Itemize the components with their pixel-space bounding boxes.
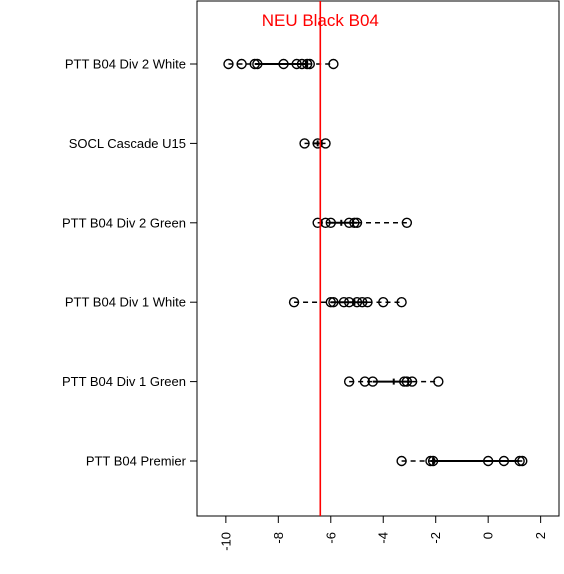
data-point — [498, 455, 510, 467]
data-point — [482, 455, 494, 467]
data-point — [252, 58, 263, 70]
data-point — [325, 297, 336, 308]
data-point — [367, 376, 378, 387]
data-point — [427, 455, 439, 467]
data-point — [401, 217, 413, 229]
series-layer — [223, 58, 528, 467]
category-label: SOCL Cascade U15 — [69, 136, 186, 151]
data-point — [517, 455, 528, 467]
data-point — [325, 217, 336, 229]
data-point — [359, 376, 371, 387]
x-tick-label: -2 — [428, 532, 443, 544]
data-point — [312, 138, 323, 149]
series-row — [299, 138, 331, 149]
reference-layer: NEU Black B04 — [262, 1, 379, 516]
data-point — [399, 376, 410, 387]
data-point — [351, 297, 363, 308]
series-row — [396, 455, 528, 467]
data-point — [396, 297, 407, 308]
data-point — [396, 455, 407, 467]
data-point — [425, 455, 436, 467]
data-point — [343, 376, 355, 387]
x-tick-label: -8 — [271, 532, 286, 544]
x-tick-label: 0 — [481, 532, 496, 539]
data-point — [304, 58, 315, 70]
data-point — [338, 297, 350, 308]
category-axis: PTT B04 Div 2 White SOCL Cascade U15 PTT B… — [62, 57, 197, 469]
x-tick-label: 2 — [533, 532, 548, 539]
series-row — [312, 217, 413, 229]
data-point — [249, 58, 260, 70]
data-point — [406, 376, 418, 387]
x-axis: -10 -8 -6 -4 -2 0 2 — [218, 515, 548, 551]
reference-line-label: NEU Black B04 — [262, 11, 379, 30]
data-point — [236, 58, 247, 70]
data-point — [299, 138, 310, 149]
data-point — [514, 455, 525, 467]
data-point — [288, 297, 300, 308]
data-point — [349, 217, 360, 229]
data-point — [328, 58, 339, 70]
x-tick-label: -4 — [376, 532, 391, 544]
series-row — [223, 58, 339, 70]
series-row — [288, 297, 407, 308]
category-label: PTT B04 Div 2 White — [65, 57, 186, 72]
data-point — [328, 297, 339, 308]
category-label: PTT B04 Div 1 Green — [62, 374, 186, 389]
x-tick-label: -6 — [323, 532, 338, 544]
data-point — [296, 58, 308, 70]
data-point — [343, 297, 355, 308]
data-point — [278, 58, 289, 70]
data-point — [343, 217, 355, 229]
category-label: PTT B04 Premier — [86, 454, 187, 469]
plot-frame — [196, 0, 560, 517]
data-point — [362, 297, 373, 308]
data-point — [357, 297, 368, 308]
data-point — [351, 217, 363, 229]
category-label: PTT B04 Div 1 White — [65, 295, 186, 310]
data-point — [291, 58, 302, 70]
series-row — [343, 376, 444, 387]
data-point — [312, 217, 323, 229]
data-point — [301, 58, 313, 70]
category-label: PTT B04 Div 2 Green — [62, 215, 186, 230]
data-point — [433, 376, 444, 387]
data-point — [223, 58, 234, 70]
data-point — [378, 297, 389, 308]
data-point — [401, 376, 413, 387]
x-tick-label: -10 — [218, 532, 233, 551]
